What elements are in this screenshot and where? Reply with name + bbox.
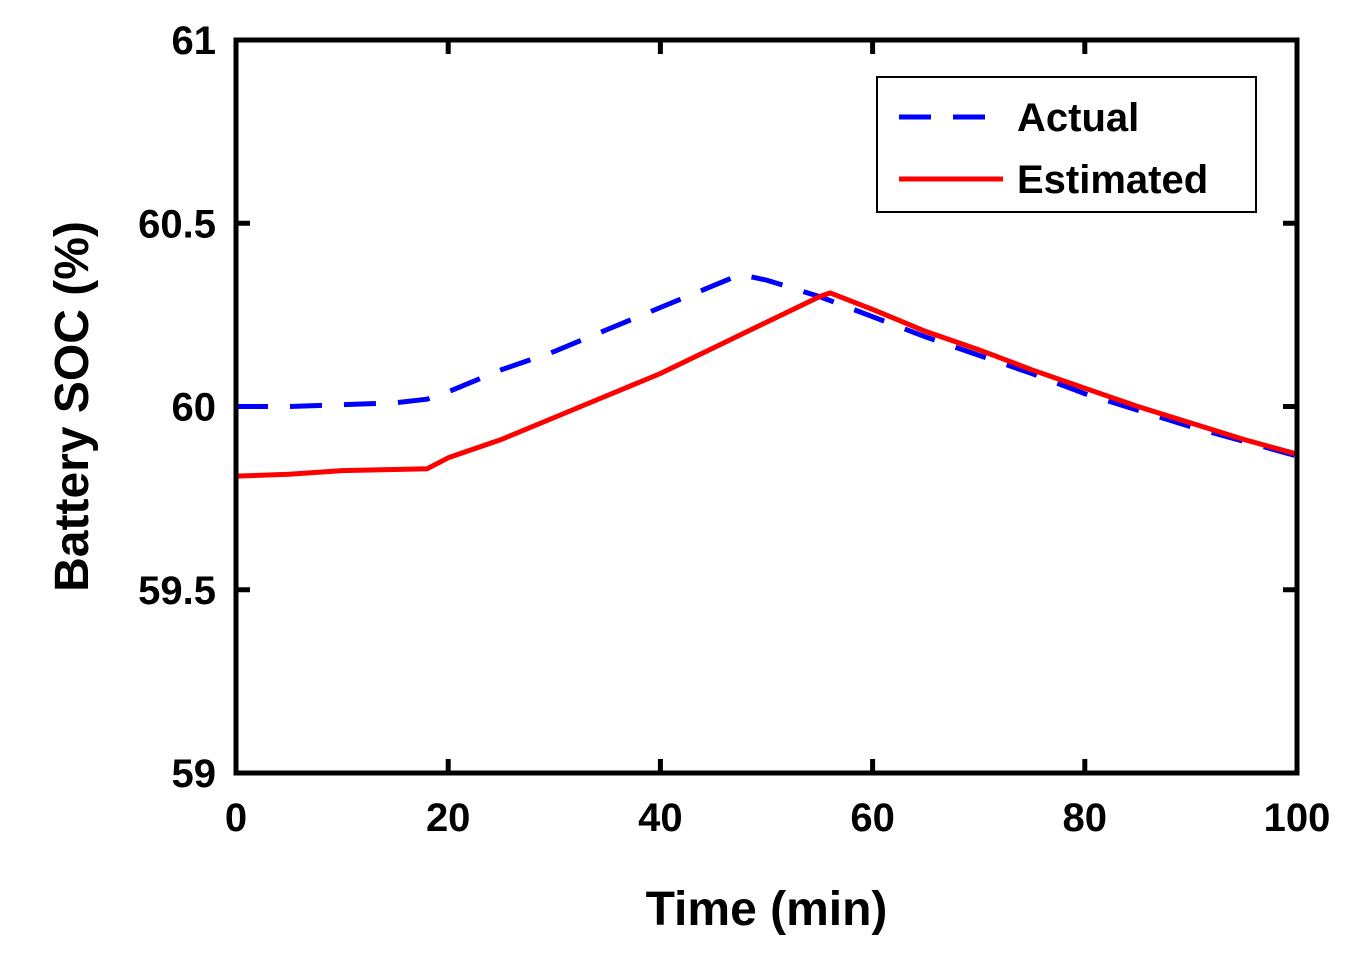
legend-label-actual: Actual bbox=[1017, 96, 1139, 140]
y-tick-label-1: 59.5 bbox=[138, 569, 216, 613]
y-tick-label-0: 59 bbox=[172, 752, 217, 796]
x-tick-label-5: 100 bbox=[1264, 796, 1331, 840]
x-tick-label-1: 20 bbox=[426, 796, 471, 840]
x-tick-label-0: 0 bbox=[225, 796, 247, 840]
series-line-estimated bbox=[236, 290, 1297, 479]
y-tick-label-4: 61 bbox=[172, 19, 217, 63]
y-tick-label-2: 60 bbox=[172, 386, 217, 430]
x-tick-label-3: 60 bbox=[850, 796, 895, 840]
legend-box bbox=[876, 76, 1257, 213]
series-layer bbox=[236, 272, 1297, 479]
x-tick-label-4: 80 bbox=[1063, 796, 1108, 840]
x-axis-title: Time (min) bbox=[646, 883, 888, 936]
y-tick-label-3: 60.5 bbox=[138, 202, 216, 246]
x-tick-label-2: 40 bbox=[638, 796, 683, 840]
tick-labels: 0 20 40 60 80 100 59 59.5 60 60.5 61 bbox=[138, 19, 1330, 840]
series-line-actual bbox=[236, 272, 1297, 459]
plot-frame bbox=[233, 37, 1300, 776]
legend-label-estimated: Estimated bbox=[1017, 158, 1208, 202]
y-axis-title: Battery SOC (%) bbox=[46, 221, 99, 592]
legend: Actual Estimated bbox=[876, 76, 1257, 213]
